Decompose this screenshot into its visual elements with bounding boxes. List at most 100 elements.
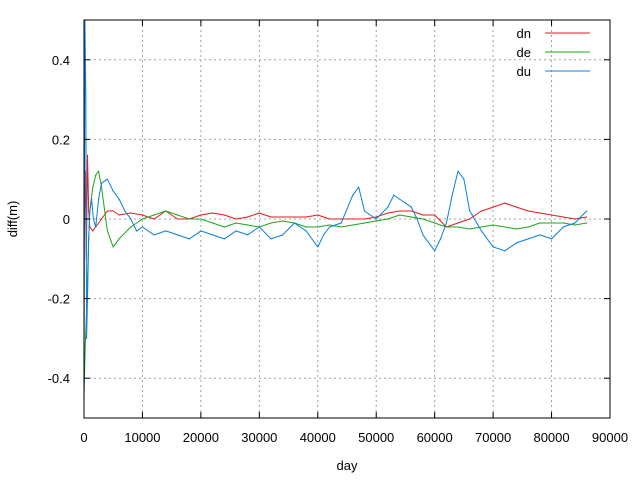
data-point-dn bbox=[480, 210, 483, 212]
data-point-du bbox=[98, 198, 100, 200]
y-tick-label: -0.4 bbox=[48, 371, 70, 386]
data-point-de bbox=[211, 222, 214, 224]
data-point-du bbox=[282, 234, 284, 236]
data-point-dn bbox=[422, 214, 424, 216]
data-point-du bbox=[86, 337, 88, 339]
data-point-dn bbox=[112, 210, 114, 212]
data-point-dn bbox=[247, 216, 249, 218]
data-point-de bbox=[223, 226, 225, 228]
data-point-de bbox=[130, 226, 132, 228]
data-point-dn bbox=[176, 218, 179, 220]
data-point-de bbox=[188, 218, 190, 220]
x-tick-label: 90000 bbox=[592, 430, 628, 445]
data-point-dn bbox=[235, 218, 237, 220]
data-point-de bbox=[363, 222, 366, 224]
data-point-dn bbox=[130, 212, 132, 214]
data-point-de bbox=[574, 224, 576, 226]
axis-ticks bbox=[83, 20, 611, 418]
data-point-de bbox=[317, 226, 319, 228]
data-point-dn bbox=[527, 210, 529, 212]
data-point-du bbox=[88, 238, 90, 240]
data-point-dn bbox=[118, 214, 120, 216]
data-point-du bbox=[165, 230, 167, 232]
data-point-de bbox=[445, 226, 447, 228]
data-point-de bbox=[480, 226, 483, 228]
data-point-du bbox=[393, 194, 395, 196]
data-point-de bbox=[539, 222, 541, 224]
data-point-du bbox=[89, 210, 91, 212]
data-point-du bbox=[106, 178, 108, 180]
data-point-de bbox=[422, 218, 424, 220]
data-point-dn bbox=[562, 216, 564, 218]
data-point-du bbox=[492, 246, 494, 248]
data-point-de bbox=[399, 214, 401, 216]
data-point-dn bbox=[153, 218, 155, 220]
data-point-dn bbox=[340, 218, 342, 220]
data-point-dn bbox=[141, 214, 144, 216]
data-point-dn bbox=[387, 212, 389, 214]
data-point-dn bbox=[399, 210, 401, 212]
data-point-de bbox=[84, 345, 86, 347]
data-point-dn bbox=[457, 222, 459, 224]
data-point-du bbox=[188, 238, 190, 240]
data-point-du bbox=[317, 246, 319, 248]
data-point-de bbox=[176, 214, 179, 216]
data-point-du bbox=[340, 222, 342, 224]
data-point-dn bbox=[211, 212, 214, 214]
data-point-de bbox=[515, 228, 518, 230]
data-point-de bbox=[98, 170, 100, 172]
x-tick-label: 0 bbox=[80, 430, 87, 445]
data-point-dn bbox=[92, 230, 94, 232]
data-point-dn bbox=[410, 210, 412, 212]
data-point-du bbox=[550, 238, 553, 240]
data-point-dn bbox=[539, 212, 541, 214]
data-point-dn bbox=[258, 212, 260, 214]
data-point-de bbox=[387, 218, 389, 220]
data-point-du bbox=[586, 210, 588, 212]
data-point-du bbox=[247, 234, 249, 236]
data-point-du bbox=[112, 190, 114, 192]
data-point-du bbox=[328, 226, 331, 228]
x-axis-title: day bbox=[337, 458, 358, 473]
data-point-du bbox=[85, 91, 87, 93]
data-point-du bbox=[539, 234, 541, 236]
data-point-de bbox=[95, 174, 97, 176]
data-point-de bbox=[106, 230, 108, 232]
data-point-dn bbox=[434, 214, 436, 216]
data-point-dn bbox=[305, 216, 307, 218]
data-point-dn bbox=[363, 218, 366, 220]
data-point-du bbox=[562, 226, 564, 228]
data-point-du bbox=[504, 250, 506, 252]
data-point-de bbox=[457, 226, 459, 228]
data-point-dn bbox=[200, 214, 202, 216]
legend-label-dn: dn bbox=[517, 26, 531, 41]
data-point-de bbox=[410, 216, 412, 218]
data-point-du bbox=[399, 198, 401, 200]
y-tick-label: 0.2 bbox=[52, 132, 70, 147]
data-point-dn bbox=[574, 218, 576, 220]
data-point-du bbox=[375, 218, 377, 220]
data-point-du bbox=[95, 226, 97, 228]
data-point-dn bbox=[515, 206, 518, 208]
data-point-de bbox=[247, 224, 249, 226]
data-point-du bbox=[141, 226, 144, 228]
data-point-de bbox=[562, 222, 564, 224]
legend-label-de: de bbox=[517, 45, 531, 60]
data-point-du bbox=[387, 206, 389, 208]
series-line-du bbox=[83, 19, 587, 399]
data-point-du bbox=[270, 238, 272, 240]
axis-tick-labels: 0 10000 20000 30000 40000 50000 60000 70000 8000… bbox=[48, 53, 628, 445]
data-point-du bbox=[136, 230, 138, 232]
data-point-de bbox=[550, 222, 553, 224]
x-tick-label: 20000 bbox=[183, 430, 219, 445]
data-point-dn bbox=[586, 216, 588, 218]
legend: dn de du bbox=[517, 26, 590, 79]
x-tick-label: 30000 bbox=[241, 430, 277, 445]
data-point-dn bbox=[223, 214, 225, 216]
data-point-de bbox=[375, 220, 377, 222]
series-layer bbox=[83, 19, 588, 399]
data-point-du bbox=[90, 198, 93, 200]
data-point-dn bbox=[504, 202, 506, 204]
data-point-dn bbox=[106, 210, 108, 212]
data-point-de bbox=[282, 220, 284, 222]
